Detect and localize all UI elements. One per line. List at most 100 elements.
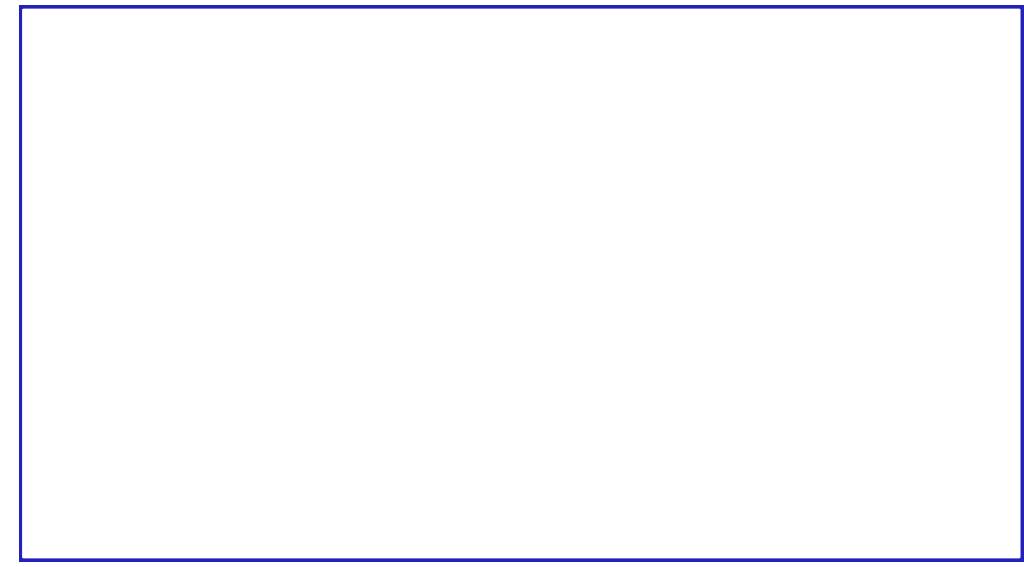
Text: 0: 0 <box>770 499 776 509</box>
Text: 0: 0 <box>577 499 583 509</box>
Polygon shape <box>579 393 586 417</box>
Circle shape <box>601 37 631 66</box>
Text: THE: THE <box>638 40 655 48</box>
Bar <box>919 234 929 237</box>
Bar <box>665 237 673 247</box>
FancyBboxPatch shape <box>146 246 170 277</box>
Text: 🤖: 🤖 <box>611 45 620 58</box>
Polygon shape <box>920 393 938 417</box>
FancyBboxPatch shape <box>555 246 579 277</box>
FancyBboxPatch shape <box>606 246 630 277</box>
Bar <box>745 472 762 490</box>
Polygon shape <box>489 285 508 308</box>
Polygon shape <box>119 393 136 417</box>
Polygon shape <box>973 393 990 417</box>
Bar <box>971 237 979 247</box>
Bar <box>650 340 662 343</box>
Bar <box>745 495 762 513</box>
Polygon shape <box>613 285 631 308</box>
Polygon shape <box>472 285 489 308</box>
Polygon shape <box>313 285 331 308</box>
FancyBboxPatch shape <box>856 352 881 383</box>
Polygon shape <box>773 285 791 308</box>
FancyBboxPatch shape <box>401 246 425 277</box>
FancyBboxPatch shape <box>631 246 654 277</box>
Bar <box>78 381 166 393</box>
Bar <box>791 234 802 237</box>
Text: 0: 0 <box>751 476 757 486</box>
Bar <box>638 234 648 237</box>
Text: Scrap: Scrap <box>790 475 829 488</box>
FancyBboxPatch shape <box>726 108 784 123</box>
Bar <box>282 173 346 184</box>
Bar <box>731 343 739 353</box>
Polygon shape <box>985 285 994 308</box>
Bar <box>48 275 994 285</box>
Polygon shape <box>189 393 207 417</box>
Bar <box>262 151 360 169</box>
Bar <box>561 234 571 237</box>
Polygon shape <box>684 285 702 308</box>
Bar <box>512 472 529 490</box>
Bar <box>512 237 519 247</box>
Text: :: : <box>430 492 433 502</box>
Bar <box>308 308 372 322</box>
Bar <box>143 253 159 264</box>
Polygon shape <box>367 393 384 417</box>
Bar <box>48 285 994 308</box>
Polygon shape <box>844 285 861 308</box>
Bar <box>262 134 275 147</box>
FancyBboxPatch shape <box>964 246 987 277</box>
Text: 0000H: 0000H <box>872 111 902 121</box>
Text: A: A <box>168 486 176 496</box>
Text: 0: 0 <box>450 492 456 502</box>
Bar <box>446 485 459 509</box>
FancyBboxPatch shape <box>962 352 986 383</box>
Polygon shape <box>579 285 596 308</box>
Bar <box>842 234 853 237</box>
Polygon shape <box>743 393 761 417</box>
FancyBboxPatch shape <box>529 246 553 277</box>
Polygon shape <box>48 285 66 308</box>
Text: 0: 0 <box>537 499 544 509</box>
Polygon shape <box>631 285 649 308</box>
Bar <box>281 234 291 237</box>
Bar <box>970 343 978 353</box>
FancyBboxPatch shape <box>912 246 936 277</box>
Polygon shape <box>932 285 949 308</box>
Bar <box>816 234 827 237</box>
Bar <box>256 237 264 247</box>
FancyBboxPatch shape <box>682 246 706 277</box>
Bar <box>811 343 819 353</box>
Text: 0: 0 <box>730 499 737 509</box>
Bar <box>153 234 164 237</box>
FancyBboxPatch shape <box>708 246 731 277</box>
Text: 0000H: 0000H <box>768 128 797 138</box>
Polygon shape <box>313 393 331 417</box>
Bar <box>620 381 992 393</box>
Polygon shape <box>525 393 543 417</box>
Polygon shape <box>831 393 849 417</box>
Bar <box>635 37 659 50</box>
Polygon shape <box>967 285 985 308</box>
Bar <box>782 340 794 343</box>
Text: Large: Large <box>596 497 636 510</box>
Ellipse shape <box>620 390 643 420</box>
Bar <box>510 234 521 237</box>
Text: 0: 0 <box>711 476 718 486</box>
Bar <box>970 234 980 237</box>
Bar <box>34 462 1010 466</box>
Bar <box>764 26 787 96</box>
FancyBboxPatch shape <box>325 246 348 277</box>
Polygon shape <box>708 393 726 417</box>
Polygon shape <box>596 285 613 308</box>
Polygon shape <box>348 285 367 308</box>
FancyBboxPatch shape <box>95 246 119 277</box>
Bar <box>552 495 568 513</box>
Bar <box>562 237 570 247</box>
Bar <box>818 237 825 247</box>
Bar <box>532 472 549 490</box>
Bar <box>838 343 846 353</box>
Bar <box>48 393 583 417</box>
Polygon shape <box>390 346 429 361</box>
